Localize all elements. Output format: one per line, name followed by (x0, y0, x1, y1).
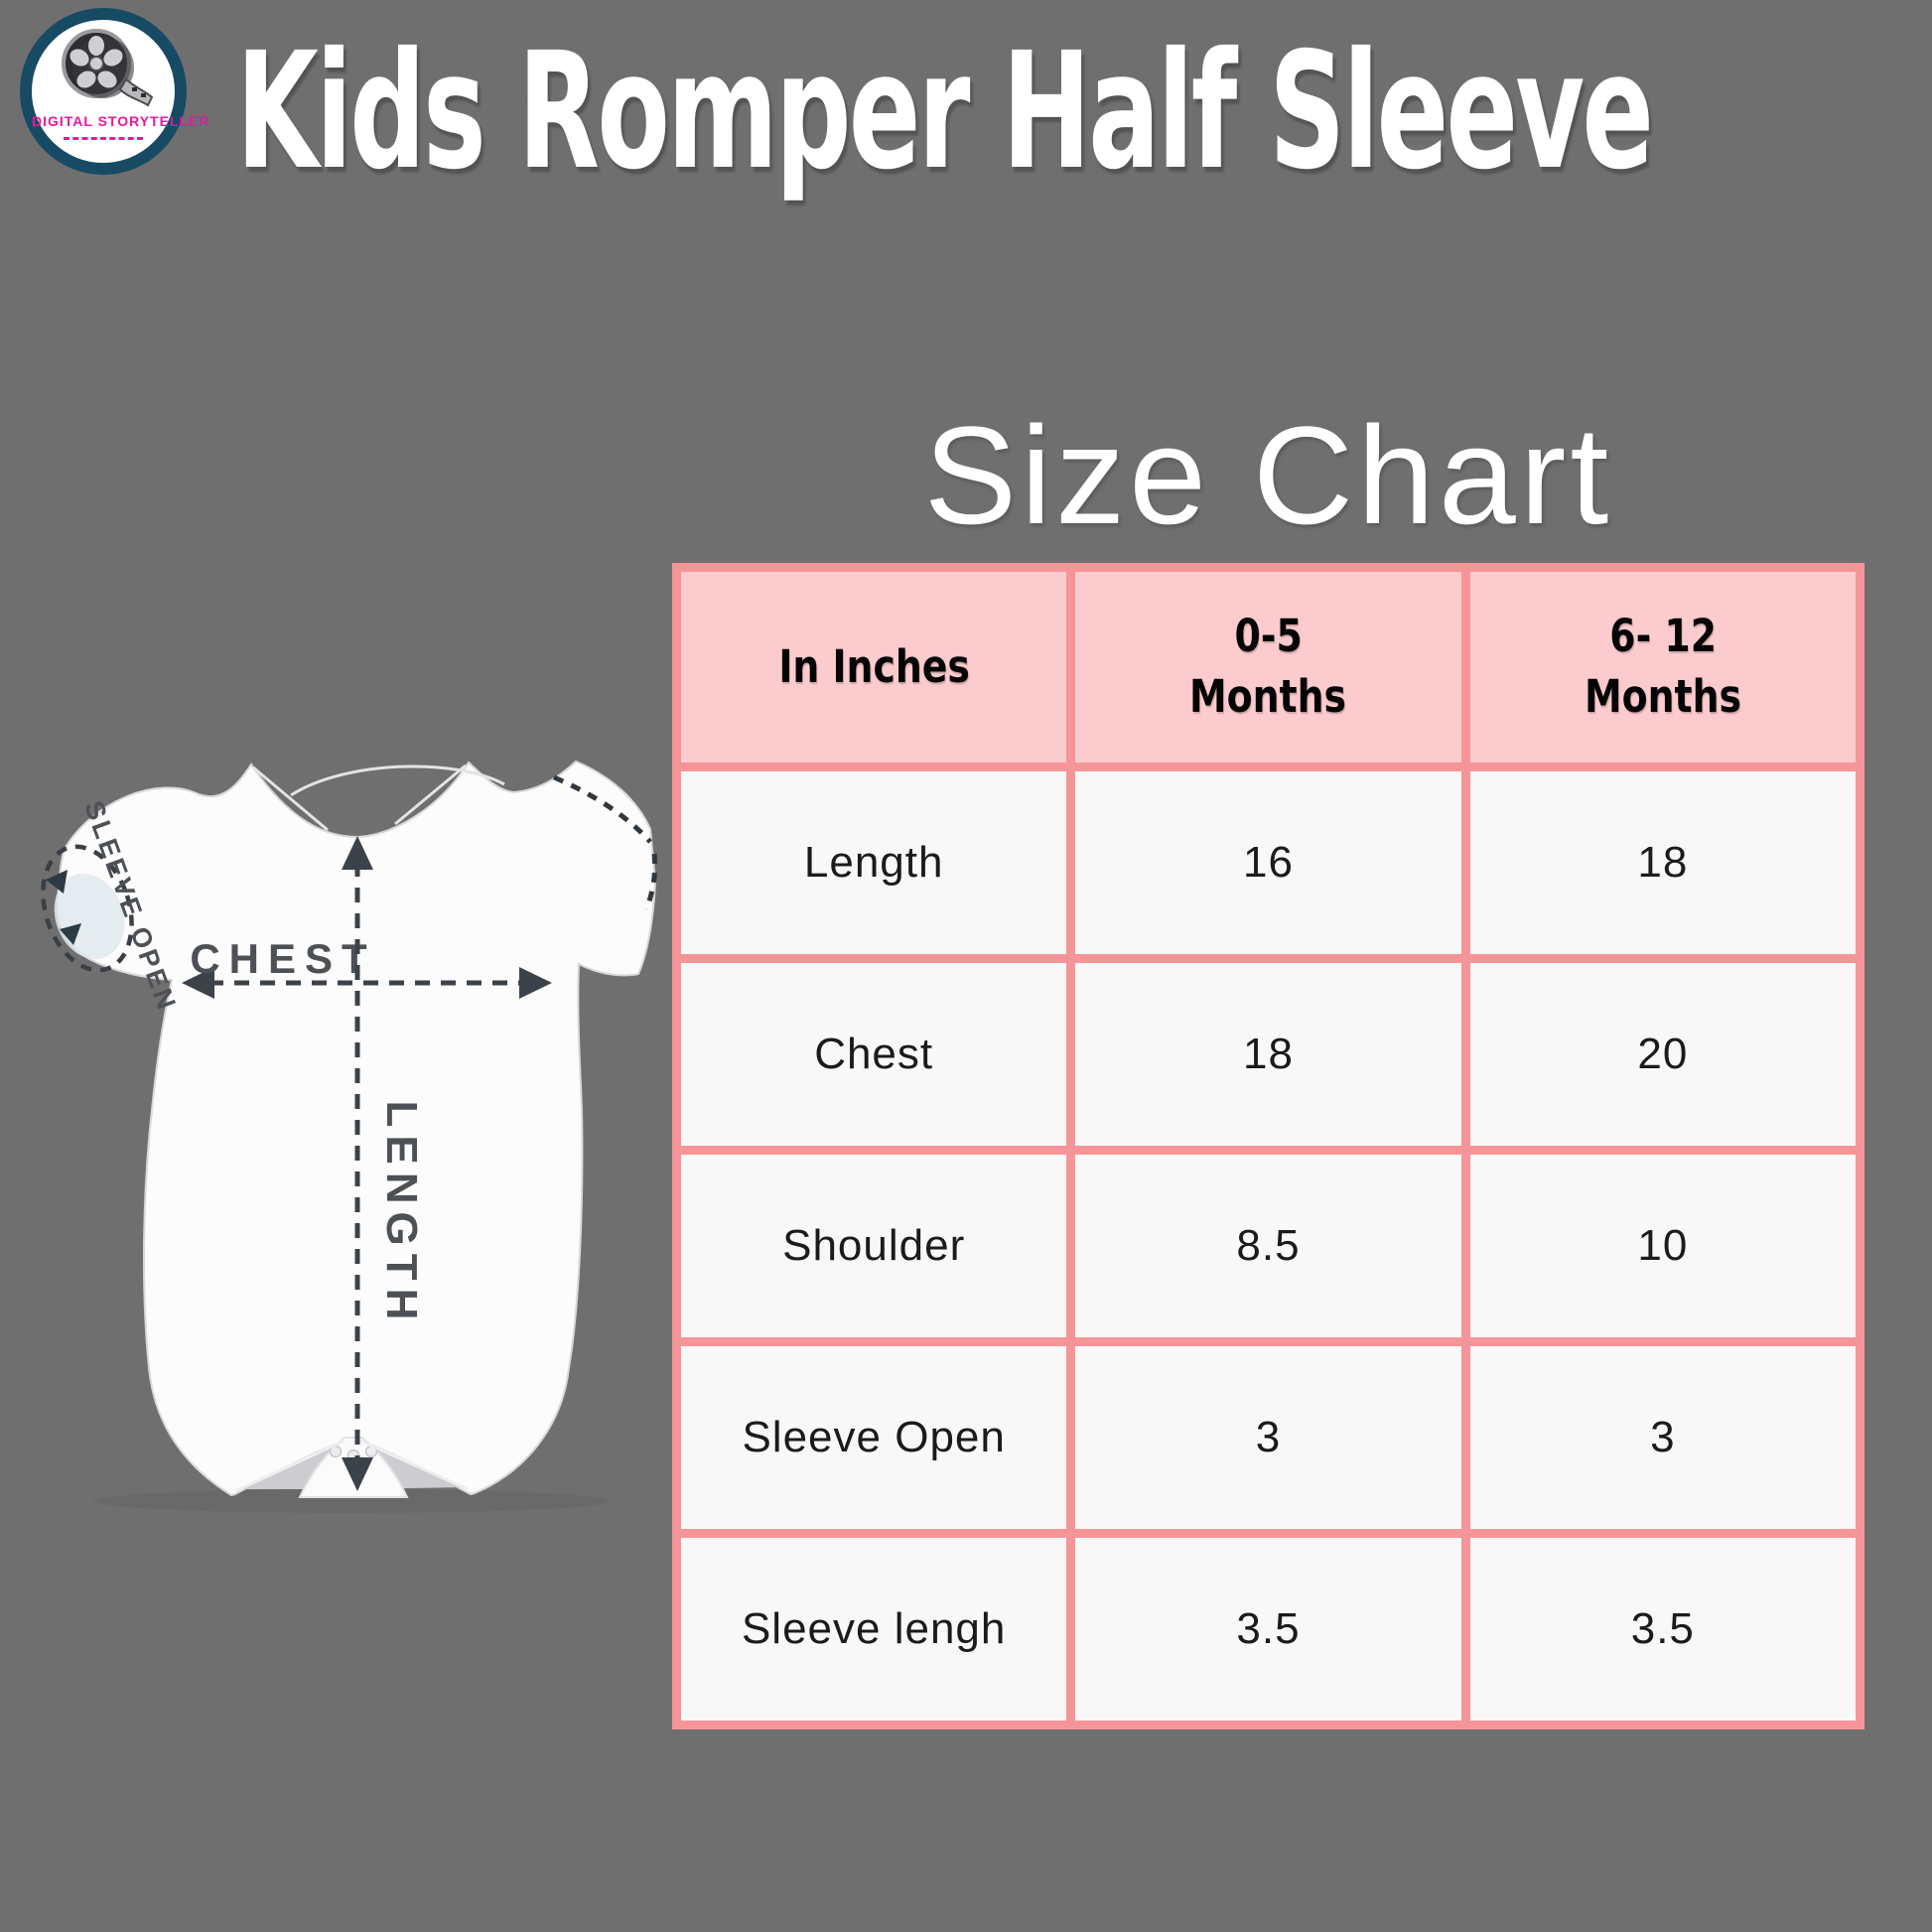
neckline-folds (252, 763, 505, 832)
cell-sleeve-open-6-12: 3 (1469, 1346, 1856, 1529)
cell-shoulder-0-5: 8.5 (1075, 1155, 1461, 1337)
row-label-length: Length (681, 771, 1067, 954)
header-cell-0-5-months: 0-5 Months (1075, 572, 1461, 762)
page-title: Kids Romper Half Sleeve (236, 19, 1654, 206)
row-label-sleeve-open: Sleeve Open (681, 1346, 1067, 1529)
header-cell-unit: In Inches (681, 572, 1067, 762)
sleeve-stitch-marks (553, 774, 658, 910)
row-label-shoulder: Shoulder (681, 1155, 1067, 1337)
cell-sleeve-length-0-5: 3.5 (1075, 1538, 1461, 1721)
brand-logo: DIGITAL STORYTELLER (20, 8, 210, 175)
length-measure (342, 836, 373, 1491)
header-cell-6-12-months: 6- 12 Months (1469, 572, 1856, 762)
cell-shoulder-6-12: 10 (1469, 1155, 1856, 1337)
cell-chest-6-12: 20 (1469, 963, 1856, 1146)
size-chart-heading: Size Chart (923, 397, 1613, 553)
sleeve-open-ellipse (41, 844, 134, 973)
cell-length-0-5: 16 (1075, 771, 1461, 954)
brand-name: DIGITAL STORYTELLER (32, 113, 210, 129)
length-label: LENGTH (377, 1101, 426, 1328)
chest-measure (182, 967, 552, 999)
film-reel-icon (62, 29, 154, 107)
romper-diagram: SLEEVE OPEN CHEST LENGTH (41, 759, 658, 1513)
romper-shadow (93, 1489, 610, 1513)
cell-chest-0-5: 18 (1075, 963, 1461, 1146)
cell-sleeve-open-0-5: 3 (1075, 1346, 1461, 1529)
unit-header-label: In Inches (777, 639, 970, 693)
row-label-sleeve-length: Sleeve lengh (681, 1538, 1067, 1721)
brand-underline (64, 137, 143, 140)
cell-length-6-12: 18 (1469, 771, 1856, 954)
cell-sleeve-length-6-12: 3.5 (1469, 1538, 1856, 1721)
sleeve-open-arrows (46, 870, 81, 945)
chest-label: CHEST (190, 935, 375, 982)
row-label-chest: Chest (681, 963, 1067, 1146)
leg-fold-highlights (234, 1439, 469, 1493)
size-chart-table: In Inches 0-5 Months 6- 12 Months Length… (672, 563, 1864, 1729)
